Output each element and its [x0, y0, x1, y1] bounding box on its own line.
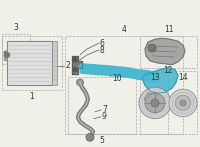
- FancyBboxPatch shape: [4, 51, 16, 61]
- Text: 2: 2: [65, 61, 70, 70]
- Bar: [2, 34, 30, 64]
- Bar: [68, 77, 136, 134]
- Circle shape: [73, 68, 77, 72]
- Bar: [65, 36, 183, 134]
- Bar: [140, 71, 197, 134]
- Circle shape: [139, 87, 171, 119]
- Circle shape: [86, 133, 94, 141]
- Text: 13: 13: [150, 73, 160, 82]
- Text: 5: 5: [100, 136, 104, 145]
- Polygon shape: [142, 68, 178, 93]
- Text: 14: 14: [178, 73, 188, 82]
- Text: 7: 7: [102, 105, 107, 114]
- FancyBboxPatch shape: [12, 51, 21, 57]
- Bar: [2, 36, 62, 90]
- Polygon shape: [144, 93, 162, 103]
- Bar: [52, 41, 57, 85]
- Circle shape: [73, 58, 77, 62]
- Text: +: +: [2, 50, 7, 55]
- Circle shape: [145, 93, 165, 113]
- Circle shape: [76, 79, 84, 86]
- Text: 8: 8: [100, 46, 105, 55]
- Text: 9: 9: [102, 112, 107, 121]
- Circle shape: [180, 100, 186, 106]
- Circle shape: [148, 44, 156, 52]
- Polygon shape: [145, 38, 185, 65]
- Bar: [7, 41, 52, 85]
- Circle shape: [4, 52, 10, 57]
- Circle shape: [175, 95, 191, 111]
- Text: 12: 12: [163, 66, 173, 75]
- Text: 4: 4: [122, 25, 126, 34]
- Circle shape: [151, 99, 159, 107]
- Text: 11: 11: [164, 25, 173, 34]
- Text: 1: 1: [30, 92, 34, 101]
- Text: 6: 6: [100, 39, 105, 48]
- Polygon shape: [72, 56, 82, 74]
- Bar: [140, 36, 197, 68]
- Text: 3: 3: [14, 23, 18, 32]
- Circle shape: [169, 89, 197, 117]
- Text: 10: 10: [112, 74, 122, 83]
